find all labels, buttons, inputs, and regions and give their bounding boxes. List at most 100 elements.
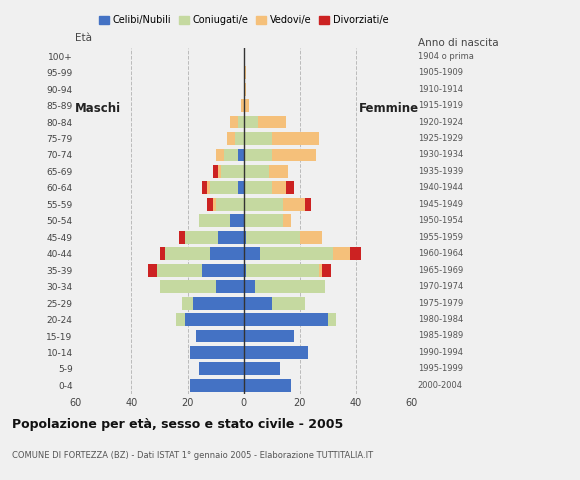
Bar bbox=[334, 247, 350, 260]
Bar bbox=[271, 297, 305, 310]
Bar bbox=[244, 330, 294, 342]
Bar bbox=[244, 346, 308, 359]
Bar bbox=[221, 165, 244, 178]
Bar bbox=[199, 215, 230, 227]
Bar bbox=[165, 247, 210, 260]
Bar bbox=[244, 66, 246, 79]
Text: 2000-2004: 2000-2004 bbox=[418, 381, 463, 390]
Bar bbox=[216, 148, 224, 161]
Bar bbox=[328, 313, 336, 326]
Text: 1940-1944: 1940-1944 bbox=[418, 183, 463, 192]
Bar bbox=[196, 330, 244, 342]
Text: Maschi: Maschi bbox=[75, 102, 121, 115]
Bar bbox=[244, 181, 271, 194]
Text: Femmine: Femmine bbox=[360, 102, 419, 115]
Bar bbox=[218, 165, 221, 178]
Bar bbox=[176, 313, 184, 326]
Bar bbox=[271, 181, 285, 194]
Bar bbox=[238, 148, 244, 161]
Text: 1904 o prima: 1904 o prima bbox=[418, 52, 473, 61]
Bar bbox=[193, 297, 244, 310]
Bar bbox=[238, 181, 244, 194]
Bar bbox=[160, 247, 165, 260]
Bar bbox=[305, 198, 311, 211]
Text: 1985-1989: 1985-1989 bbox=[418, 332, 463, 340]
Bar bbox=[244, 132, 271, 145]
Bar bbox=[213, 198, 216, 211]
Text: 1970-1974: 1970-1974 bbox=[418, 282, 463, 291]
Bar bbox=[244, 198, 283, 211]
Text: 1950-1954: 1950-1954 bbox=[418, 216, 463, 225]
Text: 1965-1969: 1965-1969 bbox=[418, 265, 463, 275]
Bar bbox=[202, 264, 244, 276]
Bar bbox=[271, 148, 317, 161]
Bar bbox=[244, 215, 283, 227]
Bar bbox=[319, 264, 322, 276]
Bar bbox=[244, 247, 260, 260]
Bar bbox=[350, 247, 361, 260]
Bar bbox=[190, 379, 244, 392]
Bar bbox=[255, 280, 325, 293]
Bar bbox=[244, 264, 246, 276]
Bar bbox=[285, 181, 294, 194]
Bar bbox=[244, 313, 328, 326]
Bar bbox=[207, 198, 213, 211]
Text: 1955-1959: 1955-1959 bbox=[418, 233, 463, 242]
Bar bbox=[190, 346, 244, 359]
Bar bbox=[227, 132, 235, 145]
Text: 1930-1934: 1930-1934 bbox=[418, 150, 463, 159]
Bar bbox=[269, 165, 288, 178]
Text: 1920-1924: 1920-1924 bbox=[418, 118, 463, 127]
Bar bbox=[246, 264, 319, 276]
Bar bbox=[283, 198, 305, 211]
Bar bbox=[258, 116, 285, 129]
Text: 1990-1994: 1990-1994 bbox=[418, 348, 463, 357]
Bar bbox=[157, 264, 202, 276]
Text: 1960-1964: 1960-1964 bbox=[418, 249, 463, 258]
Bar bbox=[283, 215, 291, 227]
Bar bbox=[235, 132, 244, 145]
Bar bbox=[244, 165, 269, 178]
Bar bbox=[322, 264, 331, 276]
Bar bbox=[244, 99, 249, 112]
Bar bbox=[182, 297, 193, 310]
Text: Età: Età bbox=[75, 33, 92, 43]
Bar bbox=[244, 231, 246, 244]
Text: 1915-1919: 1915-1919 bbox=[418, 101, 463, 110]
Bar bbox=[241, 99, 244, 112]
Bar bbox=[148, 264, 157, 276]
Bar bbox=[179, 231, 184, 244]
Bar bbox=[246, 231, 300, 244]
Text: Popolazione per età, sesso e stato civile - 2005: Popolazione per età, sesso e stato civil… bbox=[12, 418, 343, 431]
Bar bbox=[216, 198, 244, 211]
Bar bbox=[184, 231, 218, 244]
Legend: Celibi/Nubili, Coniugati/e, Vedovi/e, Divorziati/e: Celibi/Nubili, Coniugati/e, Vedovi/e, Di… bbox=[95, 12, 392, 29]
Bar bbox=[244, 280, 255, 293]
Text: 1905-1909: 1905-1909 bbox=[418, 68, 463, 77]
Bar bbox=[260, 247, 334, 260]
Bar bbox=[213, 165, 218, 178]
Bar bbox=[244, 83, 246, 96]
Bar bbox=[244, 297, 271, 310]
Bar bbox=[184, 313, 244, 326]
Bar bbox=[160, 280, 216, 293]
Bar bbox=[244, 362, 280, 375]
Text: 1975-1979: 1975-1979 bbox=[418, 299, 463, 308]
Bar bbox=[216, 280, 244, 293]
Bar bbox=[207, 181, 210, 194]
Text: 1995-1999: 1995-1999 bbox=[418, 364, 463, 373]
Bar bbox=[199, 362, 244, 375]
Bar bbox=[224, 148, 238, 161]
Text: 1980-1984: 1980-1984 bbox=[418, 315, 463, 324]
Text: 1935-1939: 1935-1939 bbox=[418, 167, 463, 176]
Bar bbox=[271, 132, 319, 145]
Bar bbox=[230, 215, 244, 227]
Bar bbox=[244, 116, 258, 129]
Text: COMUNE DI FORTEZZA (BZ) - Dati ISTAT 1° gennaio 2005 - Elaborazione TUTTITALIA.I: COMUNE DI FORTEZZA (BZ) - Dati ISTAT 1° … bbox=[12, 451, 373, 460]
Bar bbox=[210, 247, 244, 260]
Bar bbox=[218, 231, 244, 244]
Bar bbox=[210, 181, 238, 194]
Bar bbox=[202, 181, 207, 194]
Bar bbox=[230, 116, 238, 129]
Bar bbox=[244, 379, 291, 392]
